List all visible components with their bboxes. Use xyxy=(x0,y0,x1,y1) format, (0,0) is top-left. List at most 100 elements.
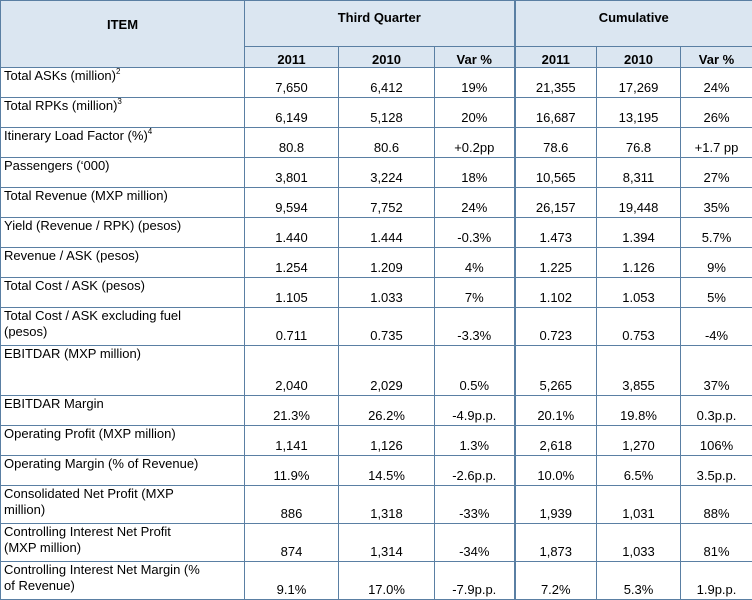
q3-2011-value: 1,141 xyxy=(245,426,339,456)
q3-2011-value: 0.711 xyxy=(245,308,339,346)
q3-2010-value: 17.0% xyxy=(339,562,435,600)
cum-var-value: 26% xyxy=(681,98,752,128)
cum-2011-value: 1.473 xyxy=(515,218,597,248)
q3-var-value: 7% xyxy=(435,278,515,308)
table-row: Operating Margin (% of Revenue)11.9%14.5… xyxy=(1,456,752,486)
cum-2010-value: 17,269 xyxy=(597,68,681,98)
cum-2011-value: 20.1% xyxy=(515,396,597,426)
cum-2010-value: 19.8% xyxy=(597,396,681,426)
cum-2011-value: 10,565 xyxy=(515,158,597,188)
q3-2010-value: 26.2% xyxy=(339,396,435,426)
cum-2011-value: 5,265 xyxy=(515,346,597,396)
cum-var-value: 106% xyxy=(681,426,752,456)
q3-var-value: 18% xyxy=(435,158,515,188)
row-label: Passengers (‘000) xyxy=(1,158,245,188)
cum-2011-value: 21,355 xyxy=(515,68,597,98)
cum-var-value: 24% xyxy=(681,68,752,98)
row-label-text: Yield (Revenue / RPK) (pesos) xyxy=(4,218,181,233)
row-label-continuation: million) xyxy=(4,502,45,517)
cum-2010-value: 1,270 xyxy=(597,426,681,456)
q3-2010-value: 1.209 xyxy=(339,248,435,278)
q3-2010-value: 1,318 xyxy=(339,486,435,524)
cum-2010-value: 6.5% xyxy=(597,456,681,486)
q3-2010-value: 6,412 xyxy=(339,68,435,98)
q3-2010-value: 2,029 xyxy=(339,346,435,396)
q3-var-value: +0.2pp xyxy=(435,128,515,158)
cum-2011-value: 1,939 xyxy=(515,486,597,524)
cum-2011-value: 1,873 xyxy=(515,524,597,562)
q3-var-value: -4.9p.p. xyxy=(435,396,515,426)
cum-2010-value: 0.753 xyxy=(597,308,681,346)
row-label-text: EBITDAR (MXP million) xyxy=(4,346,141,361)
q3-2010-value: 0.735 xyxy=(339,308,435,346)
cum-2010-value: 19,448 xyxy=(597,188,681,218)
q3-var-value: -3.3% xyxy=(435,308,515,346)
cum-var-value: 3.5p.p. xyxy=(681,456,752,486)
q3-2010-value: 7,752 xyxy=(339,188,435,218)
cum-var-value: 37% xyxy=(681,346,752,396)
q3-2010-value: 1.033 xyxy=(339,278,435,308)
cum-2010-value: 1.394 xyxy=(597,218,681,248)
q3-2010-value: 1,314 xyxy=(339,524,435,562)
q3-2010-value: 1.444 xyxy=(339,218,435,248)
q3-2011-value: 6,149 xyxy=(245,98,339,128)
row-label-text: Passengers (‘000) xyxy=(4,158,110,173)
cum-var-value: 35% xyxy=(681,188,752,218)
row-label: Total Revenue (MXP million) xyxy=(1,188,245,218)
cum-2011-value: 26,157 xyxy=(515,188,597,218)
header-row-top: ITEM Third Quarter Cumulative xyxy=(1,1,752,47)
cum-2010-value: 3,855 xyxy=(597,346,681,396)
q3-2010-value: 3,224 xyxy=(339,158,435,188)
row-label: Total Cost / ASK (pesos) xyxy=(1,278,245,308)
cum-2011-value: 2,618 xyxy=(515,426,597,456)
cum-var-value: 5.7% xyxy=(681,218,752,248)
cum-2010-value: 1,033 xyxy=(597,524,681,562)
row-label-continuation: (MXP million) xyxy=(4,540,81,555)
row-label-continuation: of Revenue) xyxy=(4,578,75,593)
row-label-text: Total Revenue (MXP million) xyxy=(4,188,168,203)
cum-2011-value: 10.0% xyxy=(515,456,597,486)
row-label-text: Itinerary Load Factor (%) xyxy=(4,128,148,143)
row-label-text: Operating Profit (MXP million) xyxy=(4,426,176,441)
footnote-marker: 2 xyxy=(116,68,120,77)
cum-2010-value: 5.3% xyxy=(597,562,681,600)
row-label-text: Total RPKs (million) xyxy=(4,98,117,113)
q3-2011-value: 874 xyxy=(245,524,339,562)
table-row: Controlling Interest Net Margin (%of Rev… xyxy=(1,562,752,600)
cum-2010-value: 76.8 xyxy=(597,128,681,158)
row-label: Total RPKs (million)3 xyxy=(1,98,245,128)
third-quarter-header: Third Quarter xyxy=(245,1,515,47)
cum-2011-value: 78.6 xyxy=(515,128,597,158)
cum-var-value: 1.9p.p. xyxy=(681,562,752,600)
q3-2011-value: 11.9% xyxy=(245,456,339,486)
q3-2011-value: 3,801 xyxy=(245,158,339,188)
row-label-text: Total Cost / ASK excluding fuel xyxy=(4,308,181,323)
q3-var-value: -7.9p.p. xyxy=(435,562,515,600)
row-label: EBITDAR (MXP million) xyxy=(1,346,245,396)
cum-2010-value: 1.126 xyxy=(597,248,681,278)
q3-2011-value: 9.1% xyxy=(245,562,339,600)
row-label-text: Total ASKs (million) xyxy=(4,68,116,83)
q3-2011-value: 1.254 xyxy=(245,248,339,278)
cum-var-value: 27% xyxy=(681,158,752,188)
q3-var-value: -34% xyxy=(435,524,515,562)
q3-2011-value: 21.3% xyxy=(245,396,339,426)
cum-2010-value: 1.053 xyxy=(597,278,681,308)
q3-2010-value: 14.5% xyxy=(339,456,435,486)
item-header: ITEM xyxy=(1,1,245,68)
q3-2011-value: 80.8 xyxy=(245,128,339,158)
q3-2010-value: 5,128 xyxy=(339,98,435,128)
q3-var-value: 1.3% xyxy=(435,426,515,456)
row-label: Controlling Interest Net Margin (%of Rev… xyxy=(1,562,245,600)
q3-2011-value: 2,040 xyxy=(245,346,339,396)
